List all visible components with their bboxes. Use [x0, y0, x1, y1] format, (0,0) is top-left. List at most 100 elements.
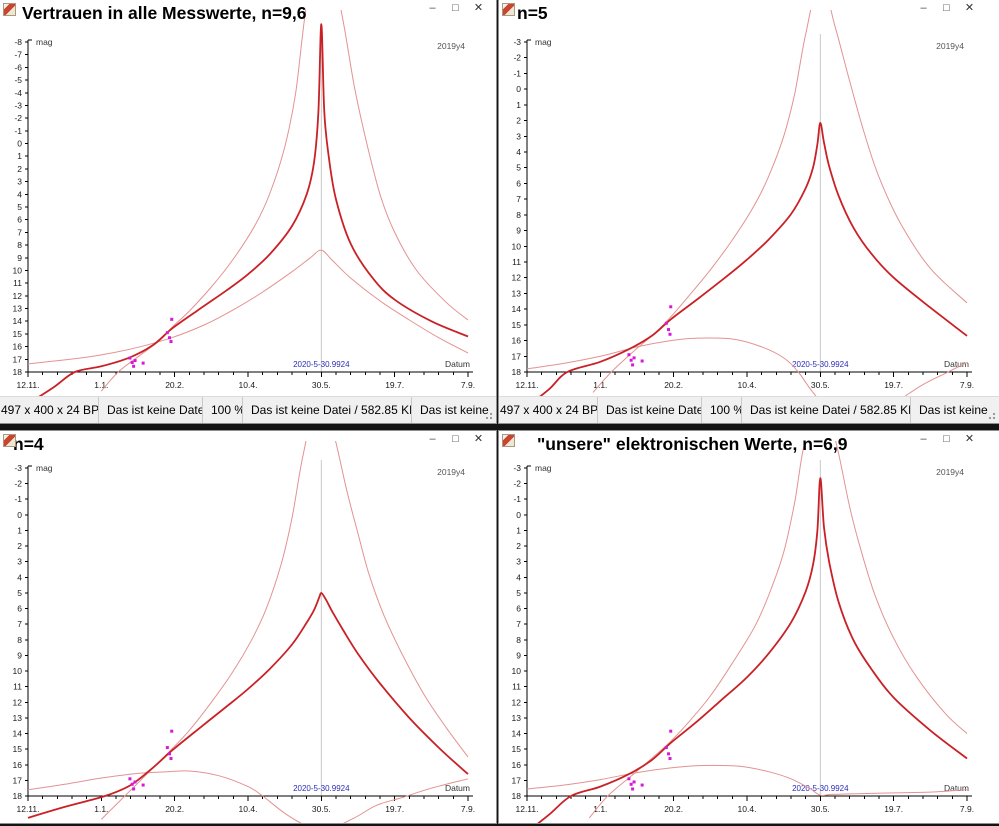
x-tick-label: 20.2. [165, 804, 184, 814]
y-tick-label: -1 [14, 494, 22, 504]
observation-point [133, 780, 137, 784]
observation-point [640, 359, 644, 363]
observation-point [133, 359, 137, 363]
y-tick-label: 9 [516, 226, 521, 236]
y-tick-label: 13 [13, 304, 23, 314]
minimize-button[interactable]: – [429, 433, 436, 445]
predicted-light-curve-curve [27, 592, 469, 819]
observation-point [627, 353, 631, 357]
close-button[interactable]: ✕ [473, 2, 484, 14]
window-titlebar[interactable]: – □ ✕ [0, 431, 496, 459]
y-tick-label: 10 [13, 666, 23, 676]
y-tick-label: 4 [17, 572, 22, 582]
y-tick-label: 14 [512, 304, 522, 314]
window-titlebar[interactable]: – □ ✕ [499, 431, 999, 459]
y-tick-label: 10 [512, 666, 522, 676]
x-tick-label: 1.1. [593, 804, 607, 814]
x-tick-label: 20.2. [165, 380, 184, 390]
y-tick-label: -1 [513, 494, 521, 504]
x-axis-label: Datum [944, 359, 969, 369]
x-tick-label: 19.7. [884, 380, 903, 390]
upper-confidence-limit-curve [100, 441, 469, 820]
y-tick-label: 3 [516, 131, 521, 141]
predicted-light-curve-curve [35, 23, 469, 398]
chart-title: n=4 [13, 434, 44, 454]
maximize-button[interactable]: □ [452, 433, 459, 445]
y-tick-label: 5 [516, 588, 521, 598]
y-axis-label: mag [36, 463, 53, 473]
x-tick-label: 7.9. [960, 380, 974, 390]
predicted-light-curve-curve [537, 477, 968, 823]
perihelion-date-label: 2020-5-30.9924 [293, 360, 350, 369]
y-tick-label: 17 [13, 354, 23, 364]
x-tick-label: 1.1. [593, 380, 607, 390]
x-tick-label: 30.5. [312, 380, 331, 390]
light-curve-chart-2: -3-2-1012345678910111213141516171812.11.… [512, 10, 974, 398]
status-zoom-level: 100 % [203, 397, 243, 423]
minimize-button[interactable]: – [429, 2, 436, 14]
observation-point [168, 336, 172, 340]
x-tick-label: 7.9. [960, 804, 974, 814]
x-tick-label: 19.7. [884, 804, 903, 814]
y-axis-label: mag [535, 37, 552, 47]
app-icon[interactable] [502, 3, 515, 16]
x-tick-label: 7.9. [461, 380, 475, 390]
window-controls: – □ ✕ [912, 432, 981, 448]
y-tick-label: 16 [13, 342, 23, 352]
x-axis-label: Datum [445, 359, 470, 369]
upper-confidence-limit-curve [100, 10, 469, 392]
x-tick-label: 30.5. [811, 804, 830, 814]
status-file-size: Das ist keine Datei / 582.85 KB [243, 397, 412, 423]
maximize-button[interactable]: □ [452, 2, 459, 14]
observation-point [169, 340, 173, 344]
y-tick-label: 6 [17, 604, 22, 614]
lower-confidence-limit-curve [27, 249, 469, 365]
y-tick-label: 13 [512, 713, 522, 723]
observation-point [130, 360, 134, 364]
maximize-button[interactable]: □ [943, 433, 950, 445]
y-tick-label: 11 [13, 682, 22, 692]
status-extra: Das ist keine [420, 403, 489, 417]
viewer-window-1: -8 -7 -6 -5 -4 -3 -2 -1 0 1 2 3 4 5 6 7 8 9 10 11 12 13 14 15 16… [0, 0, 497, 424]
y-tick-label: 12 [13, 697, 23, 707]
window-titlebar[interactable]: – □ ✕ [0, 0, 496, 28]
minimize-button[interactable]: – [920, 433, 927, 445]
app-icon[interactable] [502, 434, 515, 447]
y-tick-label: 2 [516, 541, 521, 551]
observation-point [128, 356, 132, 360]
observation-point [132, 787, 136, 791]
app-icon[interactable] [3, 434, 16, 447]
status-extra: Das ist keine [919, 403, 988, 417]
y-tick-label: -6 [14, 62, 22, 72]
minimize-button[interactable]: – [920, 2, 927, 14]
window-titlebar[interactable]: – □ ✕ [499, 0, 999, 28]
app-icon[interactable] [3, 3, 16, 16]
y-tick-label: 11 [13, 278, 22, 288]
status-bar: 497 x 400 x 24 BPP Das ist keine Datei 1… [0, 396, 496, 423]
y-tick-label: -2 [14, 113, 22, 123]
y-tick-label: 7 [516, 619, 521, 629]
x-tick-label: 12.11. [515, 804, 538, 814]
x-axis-label: Datum [944, 783, 969, 793]
window-controls: – □ ✕ [421, 432, 490, 448]
maximize-button[interactable]: □ [943, 2, 950, 14]
y-tick-label: 0 [516, 510, 521, 520]
resize-grip[interactable] [490, 417, 492, 419]
y-tick-label: 1 [17, 151, 22, 161]
y-tick-label: 10 [13, 265, 23, 275]
y-tick-label: 6 [516, 178, 521, 188]
resize-grip[interactable] [993, 417, 995, 419]
close-button[interactable]: ✕ [473, 433, 484, 445]
status-image-dimensions: 497 x 400 x 24 BPP [0, 397, 99, 423]
y-tick-label: -2 [14, 479, 22, 489]
close-button[interactable]: ✕ [964, 433, 975, 445]
upper-confidence-limit-curve [592, 10, 968, 393]
y-tick-label: 6 [516, 604, 521, 614]
y-tick-label: 11 [512, 257, 521, 267]
close-button[interactable]: ✕ [964, 2, 975, 14]
upper-confidence-limit-curve [588, 441, 968, 819]
observation-point [668, 332, 672, 336]
y-tick-label: 4 [516, 572, 521, 582]
chart-title: n=5 [517, 3, 548, 23]
status-file-name: Das ist keine Datei [598, 397, 702, 423]
